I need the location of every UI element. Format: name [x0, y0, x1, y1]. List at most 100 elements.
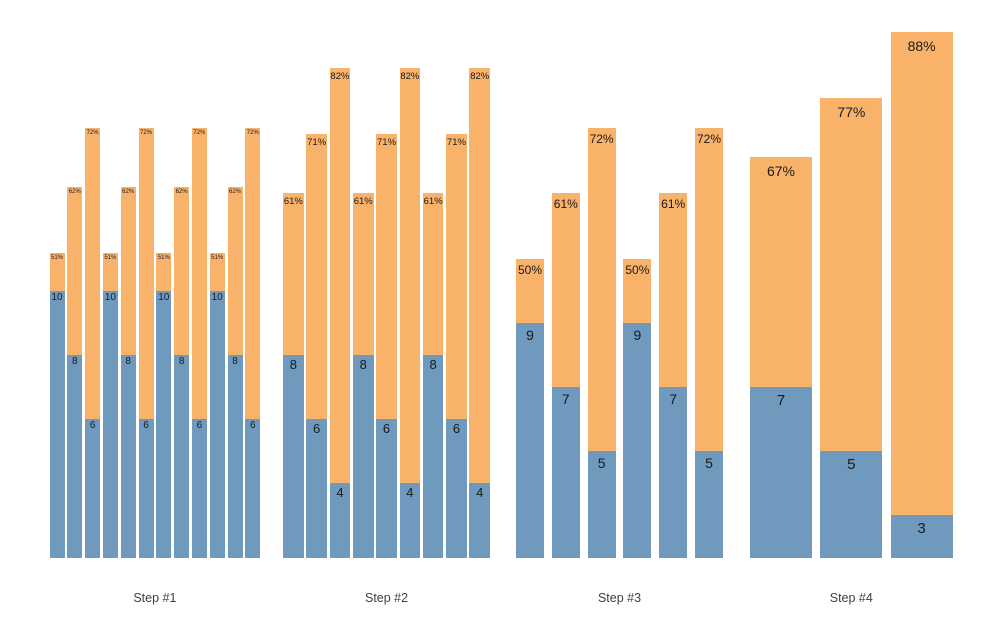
value-label: 10 [51, 292, 63, 303]
value-label: 5 [705, 455, 713, 471]
value-label: 10 [104, 292, 116, 303]
percent-label: 72% [696, 131, 722, 146]
value-label: 5 [847, 456, 856, 473]
bar-segment-value: 10 [102, 291, 118, 558]
percent-label: 51% [157, 254, 170, 261]
value-label: 10 [211, 292, 223, 303]
bar-segment-percent: 61% [659, 193, 688, 387]
bar-segment-percent: 51% [49, 252, 65, 291]
bar-segment-value: 7 [659, 387, 688, 558]
bar-segment-percent: 51% [156, 252, 172, 291]
percent-label: 72% [246, 129, 259, 136]
bar-segment-value: 10 [209, 291, 225, 558]
bar-segment-percent: 62% [174, 187, 190, 355]
bar-segment-value: 8 [283, 355, 304, 558]
bar-segment-value: 8 [120, 355, 136, 558]
bar-segment-value: 6 [446, 419, 467, 558]
value-label: 6 [196, 420, 203, 431]
value-label: 6 [250, 420, 256, 431]
bar-segment-percent: 50% [623, 258, 652, 323]
bar-segment-percent: 61% [352, 193, 374, 355]
bar-segment-value: 10 [156, 291, 172, 558]
percent-label: 51% [50, 254, 63, 261]
value-label: 4 [406, 485, 414, 500]
percent-label: 51% [104, 254, 117, 261]
percent-label: 62% [228, 189, 241, 196]
percent-label: 50% [625, 262, 650, 277]
bar-segment-value: 10 [49, 291, 65, 558]
bar-segment-percent: 72% [245, 127, 261, 419]
value-label: 10 [158, 292, 170, 303]
percent-label: 62% [175, 189, 188, 196]
x-axis-group-label-step-4: Step #4 [829, 591, 873, 605]
value-label: 4 [476, 485, 484, 500]
percent-label: 72% [589, 131, 614, 146]
x-axis-group-label-step-1: Step #1 [133, 591, 177, 605]
value-label: 3 [917, 520, 926, 537]
bar-segment-value: 9 [623, 323, 652, 558]
bar-segment-percent: 61% [551, 193, 580, 387]
percent-label: 82% [400, 71, 420, 83]
percent-label: 82% [470, 71, 490, 83]
percent-label: 61% [661, 197, 686, 212]
bar-segment-value: 5 [587, 451, 616, 558]
bar-segment-value: 5 [695, 451, 723, 558]
percent-label: 61% [283, 196, 303, 208]
percent-label: 61% [423, 196, 443, 208]
percent-label: 62% [122, 189, 135, 196]
value-label: 5 [597, 455, 606, 471]
value-label: 8 [429, 357, 437, 372]
percent-label: 72% [139, 129, 152, 136]
bar-segment-value: 6 [138, 419, 154, 558]
bar-segment-value: 6 [85, 419, 101, 558]
bar-segment-percent: 72% [191, 127, 207, 419]
value-label: 8 [72, 356, 78, 367]
bar-segment-percent: 61% [283, 193, 304, 355]
percent-label: 51% [211, 254, 224, 261]
bar-segment-percent: 82% [329, 68, 351, 483]
percent-label: 71% [446, 136, 466, 148]
bar-segment-value: 5 [820, 451, 883, 558]
bar-segment-value: 3 [890, 515, 953, 558]
value-label: 8 [289, 357, 297, 372]
percent-label: 62% [68, 189, 81, 196]
percent-label: 61% [353, 196, 373, 208]
bar-segment-value: 8 [422, 355, 444, 558]
percent-label: 88% [907, 38, 936, 55]
value-label: 6 [143, 420, 149, 431]
percent-label: 72% [193, 129, 206, 136]
bar-segment-percent: 62% [227, 187, 243, 355]
percent-label: 50% [517, 262, 543, 277]
bar-segment-percent: 82% [469, 68, 491, 483]
bar-segment-percent: 88% [890, 32, 953, 515]
x-axis-group-label-step-2: Step #2 [365, 591, 409, 605]
percent-label: 67% [766, 163, 796, 180]
value-label: 9 [633, 327, 642, 343]
bar-segment-percent: 71% [446, 133, 467, 419]
value-label: 4 [336, 485, 344, 500]
value-label: 6 [452, 421, 461, 436]
bar-segment-percent: 72% [695, 127, 723, 451]
value-label: 7 [669, 391, 678, 407]
percent-label: 77% [837, 103, 866, 120]
bar-segment-value: 6 [376, 419, 397, 558]
value-label: 9 [526, 327, 534, 343]
bar-segment-percent: 50% [516, 258, 544, 323]
value-label: 6 [382, 421, 391, 436]
bar-segment-percent: 67% [750, 157, 812, 387]
bar-segment-value: 6 [306, 419, 327, 558]
bar-segment-value: 4 [399, 483, 421, 558]
bar-segment-percent: 77% [820, 97, 883, 451]
value-label: 8 [178, 356, 185, 367]
value-label: 6 [89, 420, 96, 431]
percent-label: 72% [86, 129, 99, 136]
bar-segment-value: 8 [174, 355, 190, 558]
percent-label: 82% [330, 71, 350, 83]
bar-segment-value: 8 [352, 355, 374, 558]
bar-segment-percent: 72% [587, 127, 616, 451]
bar-segment-percent: 71% [376, 133, 397, 419]
bar-segment-percent: 82% [399, 68, 421, 483]
bar-segment-percent: 51% [102, 252, 118, 291]
bar-segment-value: 9 [516, 323, 544, 558]
value-label: 7 [776, 392, 786, 409]
